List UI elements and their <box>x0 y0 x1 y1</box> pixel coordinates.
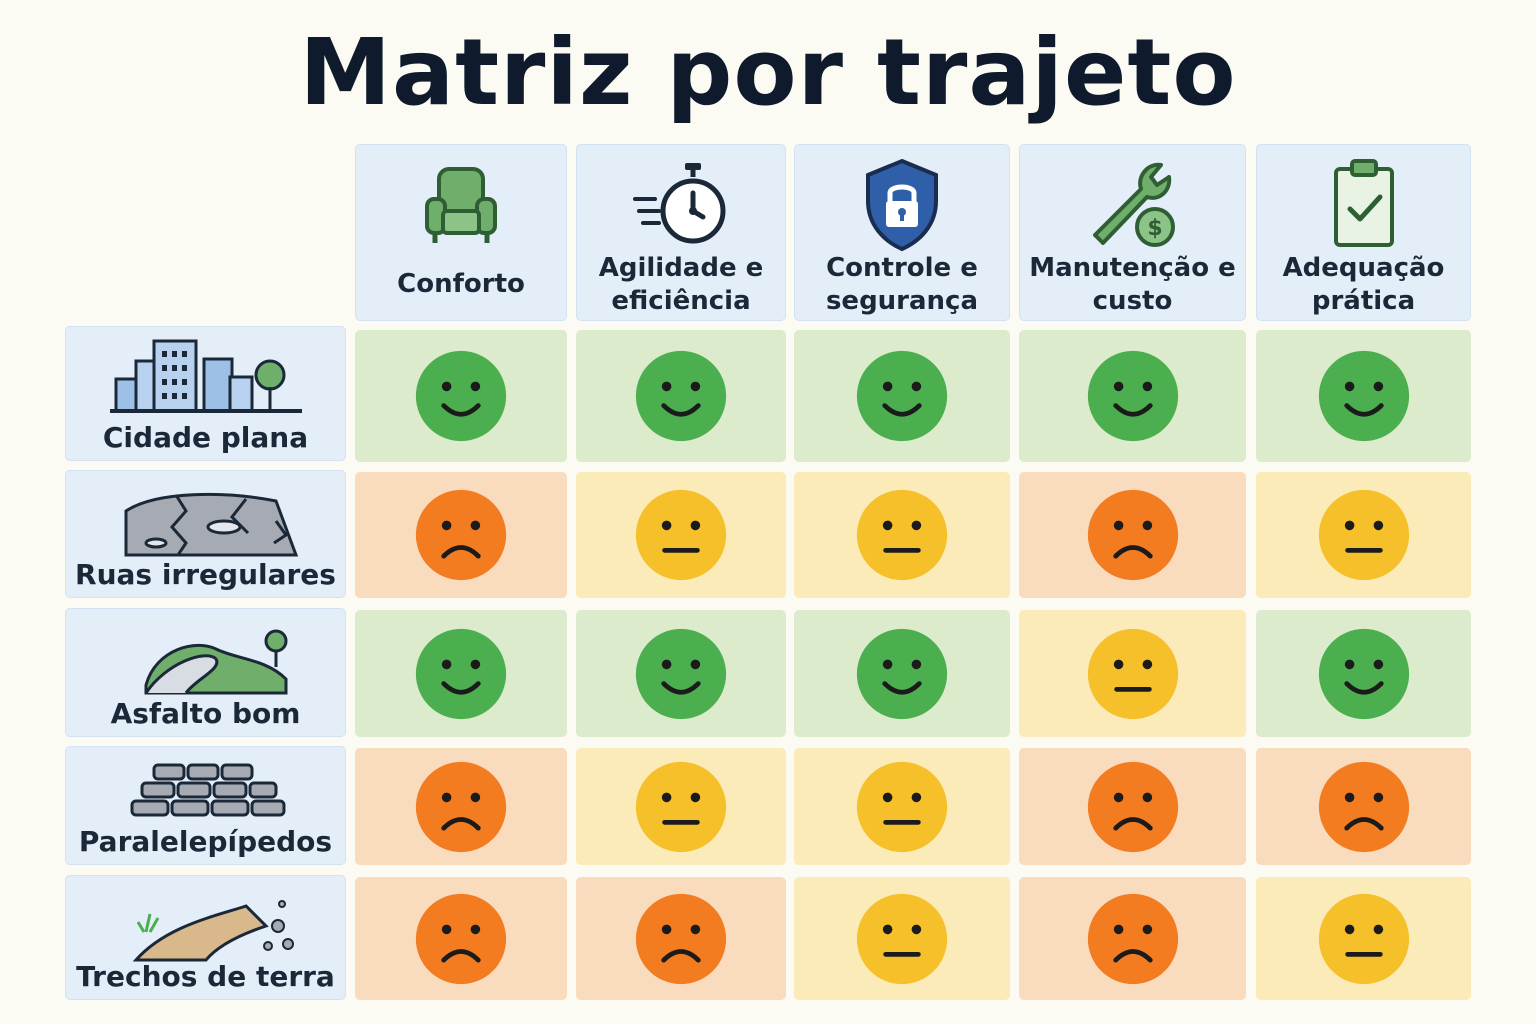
rating-cell <box>355 748 567 865</box>
bad-face-icon <box>1087 893 1178 984</box>
column-header-manutencao: $ Manutenção e custo <box>1019 144 1246 321</box>
good-face-icon <box>635 628 727 719</box>
column-label: Adequação prática <box>1282 253 1445 316</box>
svg-text:$: $ <box>1147 216 1162 241</box>
bad-face-icon <box>635 893 727 984</box>
rating-cell <box>355 330 567 462</box>
rating-cell <box>1019 330 1246 462</box>
rating-cell <box>794 610 1010 737</box>
rating-cell <box>576 610 786 737</box>
bad-face-icon <box>1087 489 1178 581</box>
bad-face-icon <box>415 761 507 852</box>
good-face-icon <box>856 350 948 442</box>
rating-cell <box>355 877 567 1000</box>
armchair-icon <box>425 167 497 243</box>
rating-cell <box>794 748 1010 865</box>
rating-cell <box>1256 748 1471 865</box>
row-header-trechos-de-terra: Trechos de terra <box>65 875 346 1000</box>
dirt-path-icon <box>132 900 294 962</box>
rating-cell <box>1019 748 1246 865</box>
rating-cell <box>576 877 786 1000</box>
city-icon <box>109 339 302 413</box>
rating-cell <box>1256 472 1471 598</box>
rating-cell <box>355 472 567 598</box>
rating-cell <box>794 472 1010 598</box>
good-face-icon <box>415 350 507 442</box>
neutral-face-icon <box>856 761 948 852</box>
rating-cell <box>794 877 1010 1000</box>
neutral-face-icon <box>1318 489 1409 581</box>
rating-cell <box>1019 472 1246 598</box>
row-label: Ruas irregulares <box>75 558 336 591</box>
shield-lock-icon <box>866 158 938 252</box>
good-face-icon <box>1318 628 1409 719</box>
column-header-conforto: Conforto <box>355 144 567 321</box>
page-title: Matriz por trajeto <box>299 19 1237 126</box>
column-label: Manutenção e custo <box>1029 253 1236 316</box>
bad-face-icon <box>1087 761 1178 852</box>
rating-cell <box>576 748 786 865</box>
rating-cell <box>1256 877 1471 1000</box>
cracked-road-icon <box>124 492 298 557</box>
stopwatch-icon <box>633 163 726 244</box>
rating-cell <box>1256 610 1471 737</box>
rating-cell <box>1019 877 1246 1000</box>
rating-cell <box>794 330 1010 462</box>
rating-cell <box>576 330 786 462</box>
row-label: Cidade plana <box>102 421 309 454</box>
neutral-face-icon <box>856 893 948 984</box>
bad-face-icon <box>1318 761 1409 852</box>
good-face-icon <box>856 628 948 719</box>
rating-cell <box>355 610 567 737</box>
row-header-ruas-irregulares: Ruas irregulares <box>65 470 346 598</box>
row-label: Trechos de terra <box>76 960 335 993</box>
bad-face-icon <box>415 489 507 581</box>
rating-cell <box>576 472 786 598</box>
clipboard-check-icon <box>1333 159 1394 247</box>
winding-road-icon <box>144 629 287 695</box>
column-label: Controle e segurança <box>825 253 979 316</box>
good-face-icon <box>635 350 727 442</box>
row-header-asfalto-bom: Asfalto bom <box>65 608 346 737</box>
column-label: Agilidade e eficiência <box>598 253 764 316</box>
neutral-face-icon <box>1087 628 1178 719</box>
rating-cell <box>1019 610 1246 737</box>
bad-face-icon <box>415 893 507 984</box>
neutral-face-icon <box>635 489 727 581</box>
column-header-controle: Controle e segurança <box>794 144 1010 321</box>
column-header-adequacao: Adequação prática <box>1256 144 1471 321</box>
neutral-face-icon <box>1318 893 1409 984</box>
row-label: Asfalto bom <box>110 697 301 730</box>
row-label: Paralelepípedos <box>78 825 333 858</box>
row-header-paralelepipedos: Paralelepípedos <box>65 746 346 865</box>
column-header-agilidade: Agilidade e eficiência <box>576 144 786 321</box>
rating-cell <box>1256 330 1471 462</box>
row-header-cidade-plana: Cidade plana <box>65 326 346 461</box>
neutral-face-icon <box>635 761 727 852</box>
neutral-face-icon <box>856 489 948 581</box>
good-face-icon <box>1087 350 1178 442</box>
good-face-icon <box>415 628 507 719</box>
good-face-icon <box>1318 350 1409 442</box>
column-label: Conforto <box>397 269 525 300</box>
wrench-coin-icon: $ <box>1092 162 1175 247</box>
cobblestones-icon <box>130 763 285 817</box>
